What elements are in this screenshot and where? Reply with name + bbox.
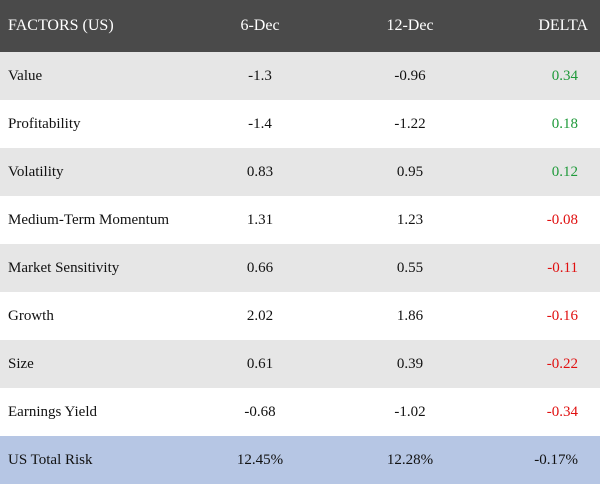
- header-factors: FACTORS (US): [8, 17, 114, 34]
- table-row: Value -1.3 -0.96 0.34: [0, 52, 600, 100]
- delta-value: -0.34: [546, 403, 578, 420]
- table-row: Size 0.61 0.39 -0.22: [0, 340, 600, 388]
- value-12-dec: 0.39: [396, 355, 424, 372]
- value-6-dec: 1.31: [246, 211, 274, 228]
- delta-value: 0.34: [551, 67, 578, 84]
- value-12-dec: -1.02: [394, 403, 426, 420]
- value-12-dec: 0.95: [396, 163, 424, 180]
- delta-value: 0.18: [551, 115, 578, 132]
- factor-name: Size: [8, 355, 34, 372]
- delta-value: -0.22: [546, 355, 578, 372]
- total-6-dec: 12.45%: [236, 451, 284, 468]
- table-row: Volatility 0.83 0.95 0.12: [0, 148, 600, 196]
- value-6-dec: -0.68: [244, 403, 276, 420]
- table-row: Medium-Term Momentum 1.31 1.23 -0.08: [0, 196, 600, 244]
- header-6-dec: 6-Dec: [240, 17, 280, 34]
- factor-name: Profitability: [8, 115, 81, 132]
- value-6-dec: -1.4: [248, 115, 272, 132]
- factor-name: Market Sensitivity: [8, 259, 120, 276]
- total-delta: -0.17%: [534, 451, 578, 468]
- total-label: US Total Risk: [8, 451, 93, 468]
- table-row: Market Sensitivity 0.66 0.55 -0.11: [0, 244, 600, 292]
- factor-name: Volatility: [8, 163, 64, 180]
- header-12-dec: 12-Dec: [386, 17, 434, 34]
- delta-value: -0.11: [547, 259, 578, 276]
- table-row: Profitability -1.4 -1.22 0.18: [0, 100, 600, 148]
- value-12-dec: 1.86: [396, 307, 424, 324]
- delta-value: -0.16: [546, 307, 578, 324]
- factor-name: Growth: [8, 307, 54, 324]
- value-6-dec: 0.66: [246, 259, 274, 276]
- factor-name: Earnings Yield: [8, 403, 98, 420]
- table-row: Growth 2.02 1.86 -0.16: [0, 292, 600, 340]
- value-6-dec: -1.3: [248, 67, 272, 84]
- header-delta: DELTA: [538, 17, 588, 34]
- total-12-dec: 12.28%: [386, 451, 434, 468]
- value-12-dec: -1.22: [394, 115, 426, 132]
- delta-value: 0.12: [551, 163, 578, 180]
- value-12-dec: -0.96: [394, 67, 426, 84]
- table-header-row: FACTORS (US) 6-Dec 12-Dec DELTA: [0, 0, 600, 52]
- factor-name: Value: [8, 67, 43, 84]
- value-6-dec: 0.83: [246, 163, 274, 180]
- total-row: US Total Risk 12.45% 12.28% -0.17%: [0, 436, 600, 484]
- value-6-dec: 0.61: [246, 355, 274, 372]
- factor-name: Medium-Term Momentum: [8, 211, 170, 228]
- value-6-dec: 2.02: [246, 307, 274, 324]
- value-12-dec: 1.23: [396, 211, 424, 228]
- value-12-dec: 0.55: [396, 259, 424, 276]
- delta-value: -0.08: [546, 211, 578, 228]
- table-row: Earnings Yield -0.68 -1.02 -0.34: [0, 388, 600, 436]
